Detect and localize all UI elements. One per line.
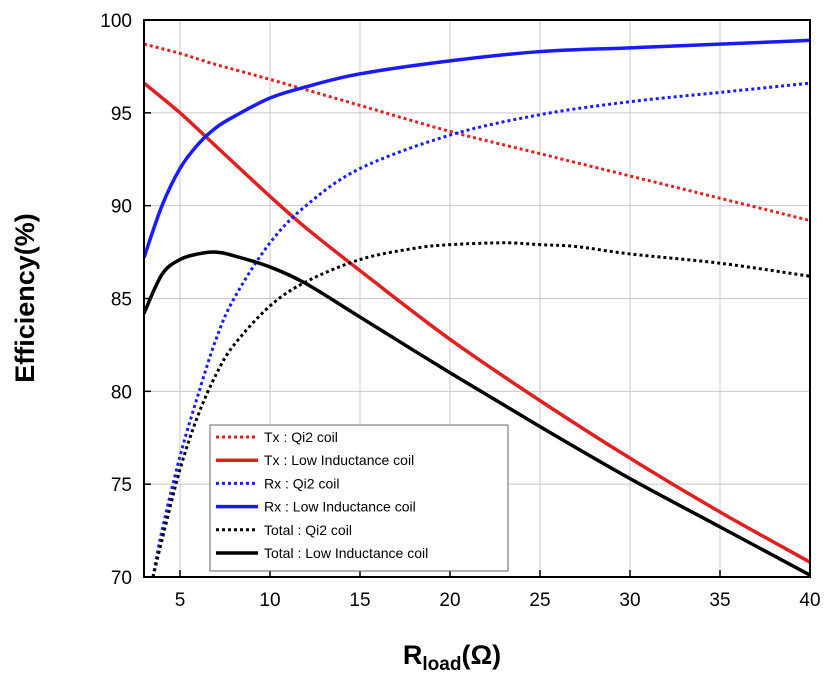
y-axis-title: Efficiency(%) — [10, 213, 40, 383]
legend-box — [209, 424, 509, 572]
x-axis-title: Rload(Ω) — [403, 640, 501, 675]
x-tick-label: 5 — [175, 590, 186, 611]
series-line-total-qi2-coil — [151, 241, 810, 577]
x-tick-label: 35 — [709, 590, 730, 611]
axis-ticks: 5 10 15 20 25 30 35 40 70 75 80 85 90 95 100 — [100, 11, 820, 611]
series-line-tx-qi2-coil — [144, 42, 810, 222]
x-tick-label: 25 — [529, 590, 550, 611]
legend-label-tx-qi2-coil: Tx : Qi2 coil — [264, 429, 338, 445]
x-tick-label: 20 — [439, 590, 460, 611]
legend: Tx : Qi2 coil Tx : Low Inductance coil Rx … — [209, 424, 509, 572]
x-tick-label: 40 — [799, 590, 820, 611]
y-tick-label: 95 — [111, 104, 132, 125]
y-tick-label: 70 — [111, 568, 132, 589]
series-line-total-low-inductance-coil — [144, 250, 810, 577]
x-tick-label: 30 — [619, 590, 640, 611]
legend-label-total-qi2-coil: Total : Qi2 coil — [264, 522, 352, 538]
y-tick-label: 100 — [100, 11, 132, 32]
series-line-rx-qi2-coil — [151, 81, 810, 577]
legend-label-total-low-inductance-coil: Total : Low Inductance coil — [264, 545, 428, 561]
series-line-tx-low-inductance-coil — [144, 81, 810, 564]
legend-label-tx-low-inductance-coil: Tx : Low Inductance coil — [264, 452, 414, 468]
y-tick-label: 80 — [111, 382, 132, 403]
x-axis-title-main: R — [403, 640, 423, 670]
legend-label-rx-low-inductance-coil: Rx : Low Inductance coil — [264, 499, 416, 515]
y-tick-label: 75 — [111, 475, 132, 496]
legend-label-rx-qi2-coil: Rx : Qi2 coil — [264, 475, 339, 491]
y-tick-label: 90 — [111, 197, 132, 218]
grid — [144, 19, 811, 578]
series-lines — [144, 38, 810, 577]
x-axis-title-subscript: load — [422, 654, 461, 675]
x-axis-title-unit: (Ω) — [461, 640, 501, 670]
x-tick-label: 10 — [259, 590, 280, 611]
series-line-rx-low-inductance-coil — [144, 38, 810, 259]
x-tick-label: 15 — [349, 590, 370, 611]
y-tick-label: 85 — [111, 290, 132, 311]
